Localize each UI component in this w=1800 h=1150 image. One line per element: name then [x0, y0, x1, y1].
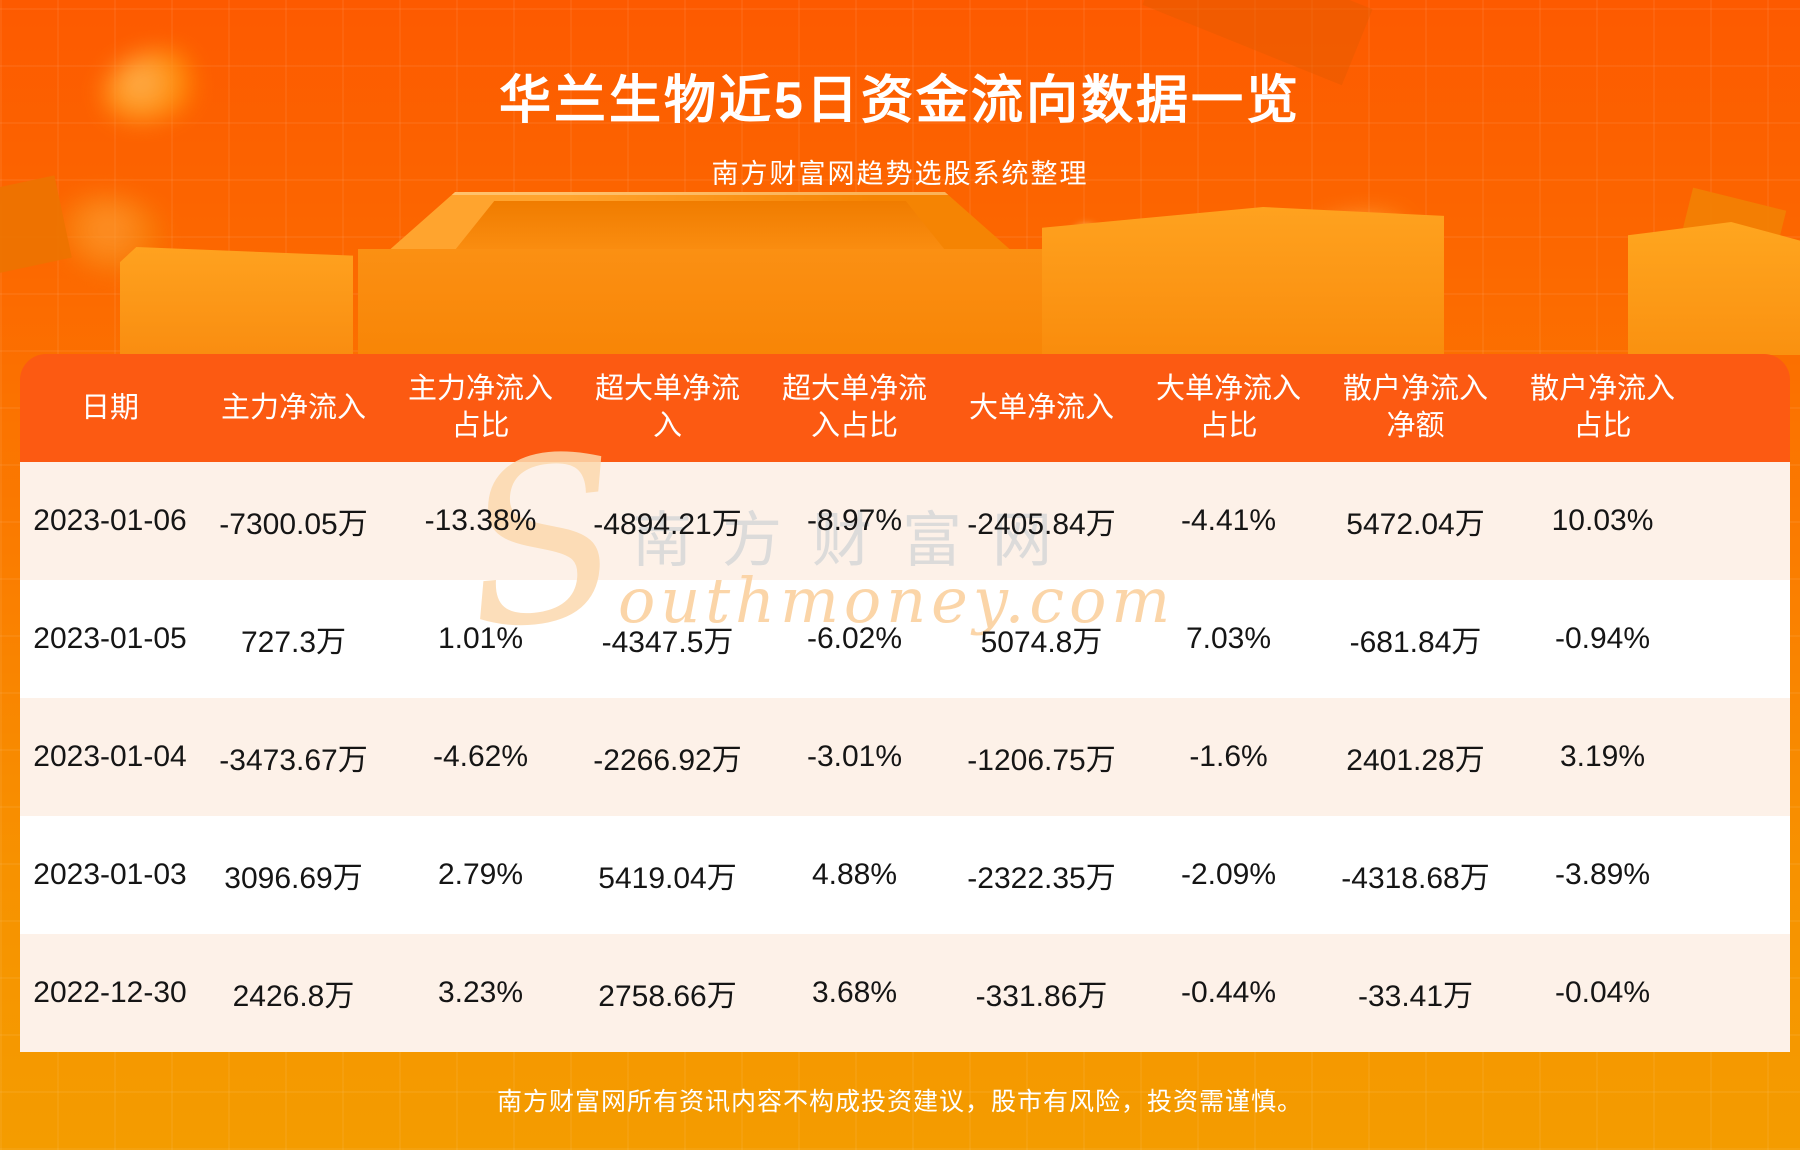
table-cell: 5472.04万	[1346, 508, 1485, 541]
table-cell: 3.23%	[437, 976, 524, 1009]
table-cell: 727.3万	[240, 626, 347, 659]
table-cell: -33.41万	[1357, 980, 1474, 1013]
column-header-line1: 超大单净流	[594, 373, 740, 405]
table-cell: -8.97%	[806, 504, 903, 537]
table-cell: -0.04%	[1554, 976, 1651, 1009]
column-header-line1: 主力净流入	[220, 391, 366, 424]
table-header-row: 日期 主力净流入 主力净流入 占比 超大单净流入超大单净流 入占比 大单净流入 大单净流入 占比…	[20, 354, 1790, 462]
table-cell: 10.03%	[1551, 504, 1654, 537]
column-header-line1: 散户净流入	[1342, 373, 1488, 405]
column-header: 主力净流入	[200, 354, 387, 462]
table-cell: 7.03%	[1185, 622, 1272, 655]
table-row: 2023-01-03 3096.69万 2.79% 5419.04万 4.88% -232…	[20, 816, 1790, 934]
table-cell: -4894.21万	[593, 508, 742, 541]
table-cell: -3.01%	[806, 740, 903, 773]
footer-disclaimer: 南方财富网所有资讯内容不构成投资建议，股市有风险，投资需谨慎。	[496, 1088, 1303, 1116]
date-cell: 2023-01-04	[33, 740, 187, 773]
column-header: 超大单净流入	[574, 354, 761, 462]
table-cell: -331.86万	[975, 980, 1108, 1013]
table-row: 2022-12-30 2426.8万 3.23% 2758.66万 3.68% -331.…	[20, 934, 1790, 1052]
table-cell: 5074.8万	[980, 626, 1103, 659]
table-cell: 3.19%	[1559, 740, 1646, 773]
table-row: 2023-01-04 -3473.67万 -4.62% -2266.92万 -3.01%…	[20, 698, 1790, 816]
podium-far-right	[1628, 222, 1800, 355]
table-cell: -1.6%	[1189, 740, 1268, 773]
column-header-line1: 主力净流入	[407, 373, 553, 405]
decorative-tile	[1673, 187, 1787, 289]
date-cell: 2022-12-30	[33, 976, 187, 1009]
column-header: 超大单净流 入占比	[761, 354, 948, 462]
table-row: 2023-01-06 -7300.05万 -13.38% -4894.21万 -8.97…	[20, 462, 1790, 580]
column-header: 大单净流入	[948, 354, 1135, 462]
table-cell: -3.89%	[1554, 858, 1651, 891]
table-cell: -4.62%	[432, 740, 529, 773]
decorative-blob	[51, 185, 175, 283]
column-header: 散户净流入 占比	[1509, 354, 1696, 462]
data-table-body: 2023-01-06 -7300.05万 -13.38% -4894.21万 -8.97…	[20, 462, 1790, 1052]
table-cell: -4.41%	[1180, 504, 1277, 537]
column-header: 散户净流入 净额	[1322, 354, 1509, 462]
table-cell: -4318.68万	[1341, 862, 1490, 895]
column-header-line1: 大单净流入	[968, 391, 1114, 424]
column-header-line2: 净额	[1386, 410, 1445, 442]
table-cell: 4.88%	[811, 858, 898, 891]
column-header-line2: 占比	[1573, 410, 1632, 442]
column-header-line1: 日期	[80, 391, 139, 424]
table-cell: 2.79%	[437, 858, 524, 891]
date-cell: 2023-01-05	[33, 622, 187, 655]
podium-right	[1042, 207, 1444, 355]
column-header-line2: 占比	[1199, 410, 1258, 442]
date-cell: 2023-01-03	[33, 858, 187, 891]
table-cell: 5419.04万	[598, 862, 737, 895]
column-header-line1: 散户净流入	[1529, 373, 1675, 405]
page-subtitle: 南方财富网趋势选股系统整理	[711, 159, 1089, 189]
table-cell: -2.09%	[1180, 858, 1277, 891]
column-header-line1: 超大单净流	[781, 373, 927, 405]
page-title: 华兰生物近5日资金流向数据一览	[499, 72, 1301, 130]
column-header-line2: 占比	[451, 410, 510, 442]
table-cell: -1206.75万	[967, 744, 1116, 777]
podium-left	[120, 247, 353, 355]
table-cell: -2322.35万	[967, 862, 1116, 895]
decorative-blob	[1285, 205, 1425, 289]
podium-center-top	[386, 192, 1014, 253]
table-cell: -3473.67万	[219, 744, 368, 777]
column-header-line2: 入	[652, 410, 682, 442]
table-cell: 2758.66万	[598, 980, 737, 1013]
table-cell: -0.44%	[1180, 976, 1277, 1009]
table-cell: 3.68%	[811, 976, 898, 1009]
date-cell: 2023-01-06	[33, 504, 187, 537]
podium-center-front	[358, 249, 1042, 355]
table-cell: -0.94%	[1554, 622, 1651, 655]
decorative-blob	[1072, 224, 1100, 252]
table-cell: -2405.84万	[967, 508, 1116, 541]
table-cell: -6.02%	[806, 622, 903, 655]
table-cell: 2401.28万	[1346, 744, 1485, 777]
table-cell: 2426.8万	[232, 980, 355, 1013]
column-header: 日期	[20, 354, 200, 462]
table-cell: -4347.5万	[601, 626, 734, 659]
table-row: 2023-01-05 727.3万 1.01% -4347.5万 -6.02% 5074.…	[20, 580, 1790, 698]
data-table: 日期 主力净流入 主力净流入 占比 超大单净流入超大单净流 入占比 大单净流入 大单净流入 占比…	[20, 354, 1790, 1052]
table-cell: -681.84万	[1349, 626, 1482, 659]
column-header-line2: 入占比	[810, 410, 898, 442]
table-cell: -7300.05万	[219, 508, 368, 541]
table-cell: 3096.69万	[224, 862, 363, 895]
table-cell: -2266.92万	[593, 744, 742, 777]
column-header-line1: 大单净流入	[1155, 373, 1301, 405]
podium-center-top-inner	[455, 201, 945, 250]
table-cell: 1.01%	[437, 622, 524, 655]
table-cell: -13.38%	[424, 504, 537, 537]
column-header: 大单净流入 占比	[1135, 354, 1322, 462]
column-header: 主力净流入 占比	[387, 354, 574, 462]
